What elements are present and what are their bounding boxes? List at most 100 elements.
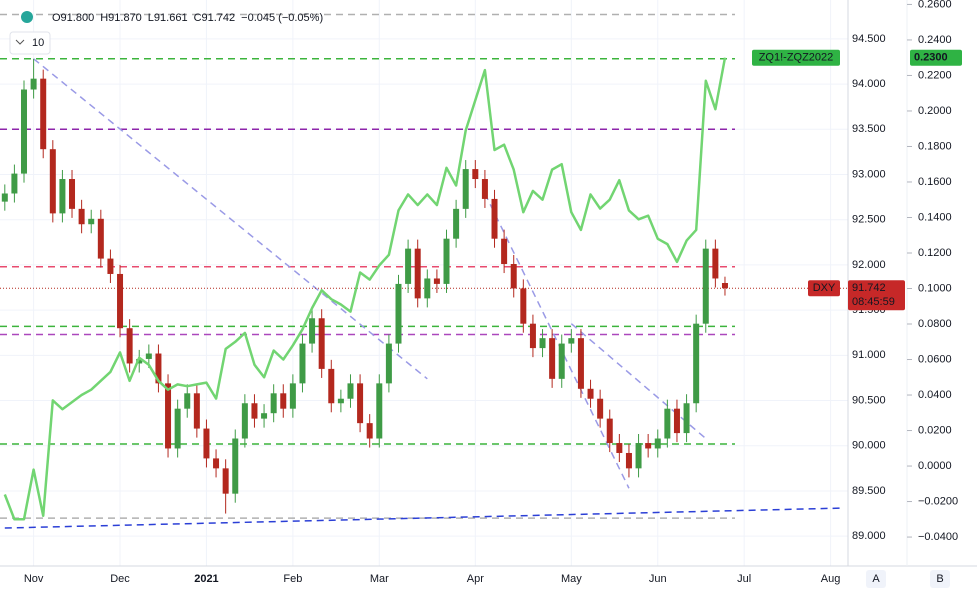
candle-body: [664, 408, 671, 439]
candle-body: [712, 248, 719, 279]
y-tick-label: 92.500: [852, 214, 886, 226]
last-price: 91.742: [852, 282, 886, 294]
candle-body: [635, 443, 642, 469]
x-tick-label: May: [561, 573, 582, 585]
y2-tick-label: 0.0000: [918, 460, 952, 472]
candle-body: [529, 323, 536, 349]
candle-body: [472, 169, 479, 180]
candle-body: [280, 393, 287, 409]
candle-body: [222, 468, 229, 494]
candle-body: [318, 318, 325, 369]
candle-body: [347, 383, 354, 399]
y2-tick-label: 0.0600: [918, 353, 952, 365]
candle-body: [11, 173, 18, 194]
x-tick-label: Mar: [370, 573, 389, 585]
candle-body: [241, 403, 248, 439]
candle-body: [539, 338, 546, 349]
candle-body: [385, 343, 392, 384]
candle-body: [328, 368, 335, 404]
candle-body: [78, 208, 85, 225]
interval[interactable]: 10: [32, 37, 44, 49]
chevron: [15, 39, 25, 45]
candle-body: [693, 323, 700, 404]
candle-body: [289, 383, 296, 409]
candle-body: [21, 89, 28, 174]
candle-body: [193, 393, 200, 429]
candle-body: [645, 443, 652, 449]
x-tick-label: Dec: [110, 573, 130, 585]
candle-body: [165, 383, 172, 449]
x-tick-label: 2021: [194, 573, 218, 585]
candle-body: [1, 193, 8, 202]
symbol-icon: [21, 11, 33, 23]
candle-body: [337, 398, 344, 404]
scale-button-label[interactable]: B: [936, 573, 943, 585]
y2-tick-label: 0.1800: [918, 140, 952, 152]
scale-button-label[interactable]: A: [872, 573, 880, 585]
candle-body: [443, 238, 450, 284]
candle-body: [414, 248, 421, 299]
axes: 89.00089.50090.00090.50091.00091.50092.0…: [24, 0, 962, 588]
candle-body: [251, 403, 258, 419]
candle-body: [232, 438, 239, 494]
candle-body: [117, 273, 124, 329]
candle-body: [30, 78, 37, 90]
series-label: ZQ1!-ZQZ2022: [759, 52, 834, 64]
candle-body: [40, 78, 47, 150]
last-price-box: [848, 280, 905, 311]
candle-body: [59, 179, 66, 214]
ohlc-value: L91.661: [148, 12, 188, 24]
candle-body: [654, 438, 661, 449]
ohlc-value: H91.870: [100, 12, 142, 24]
y-tick-label: 93.500: [852, 123, 886, 135]
y2-tick-label: 0.0400: [918, 389, 952, 401]
candle-body: [577, 338, 584, 389]
x-tick-label: Aug: [821, 573, 841, 585]
y-tick-label: 90.500: [852, 394, 886, 406]
y2-tick-label: 0.1400: [918, 211, 952, 223]
series-label-box: [808, 280, 840, 297]
candle-body: [309, 318, 316, 344]
y2-tick-label: −0.0200: [918, 495, 958, 507]
candle-body: [520, 288, 527, 324]
trend-line: [4, 507, 841, 529]
x-tick-label: Jul: [737, 573, 751, 585]
last-value: 0.2300: [914, 52, 948, 64]
candle-body: [213, 458, 220, 469]
candle-body: [405, 248, 412, 284]
candle-body: [625, 452, 632, 469]
y2-tick-label: 0.0800: [918, 318, 952, 330]
candle-body: [376, 383, 383, 439]
candle-body: [510, 264, 517, 289]
x-tick-label: Feb: [283, 573, 302, 585]
x-tick-label: Apr: [467, 573, 484, 585]
candle-body: [299, 343, 306, 384]
candle-body: [395, 283, 402, 344]
scale-button[interactable]: [866, 570, 886, 588]
candle-body: [107, 258, 114, 274]
candle-body: [597, 398, 604, 419]
candle-body: [549, 338, 556, 379]
y-tick-label: 92.000: [852, 259, 886, 271]
last-value-box: [910, 49, 962, 66]
candle-body: [366, 423, 373, 439]
y-tick-label: 89.000: [852, 530, 886, 542]
candle-body: [702, 248, 709, 324]
interval-box[interactable]: [9, 31, 51, 55]
candle-body: [433, 278, 440, 284]
y2-tick-label: 0.2400: [918, 34, 952, 46]
candle-body: [481, 179, 488, 199]
y-tick-label: 89.500: [852, 485, 886, 497]
y-tick-label: 93.000: [852, 168, 886, 180]
candle-body: [453, 208, 460, 239]
trend-line: [33, 58, 428, 380]
scale-button[interactable]: [930, 570, 950, 588]
candle-body: [270, 393, 277, 414]
candle-body: [357, 383, 364, 424]
candle-body: [616, 443, 623, 453]
y2-tick-label: 0.0200: [918, 424, 952, 436]
y2-tick-label: 0.2600: [918, 0, 952, 10]
x-tick-label: Nov: [24, 573, 44, 585]
ohlc-value: C91.742: [194, 12, 236, 24]
